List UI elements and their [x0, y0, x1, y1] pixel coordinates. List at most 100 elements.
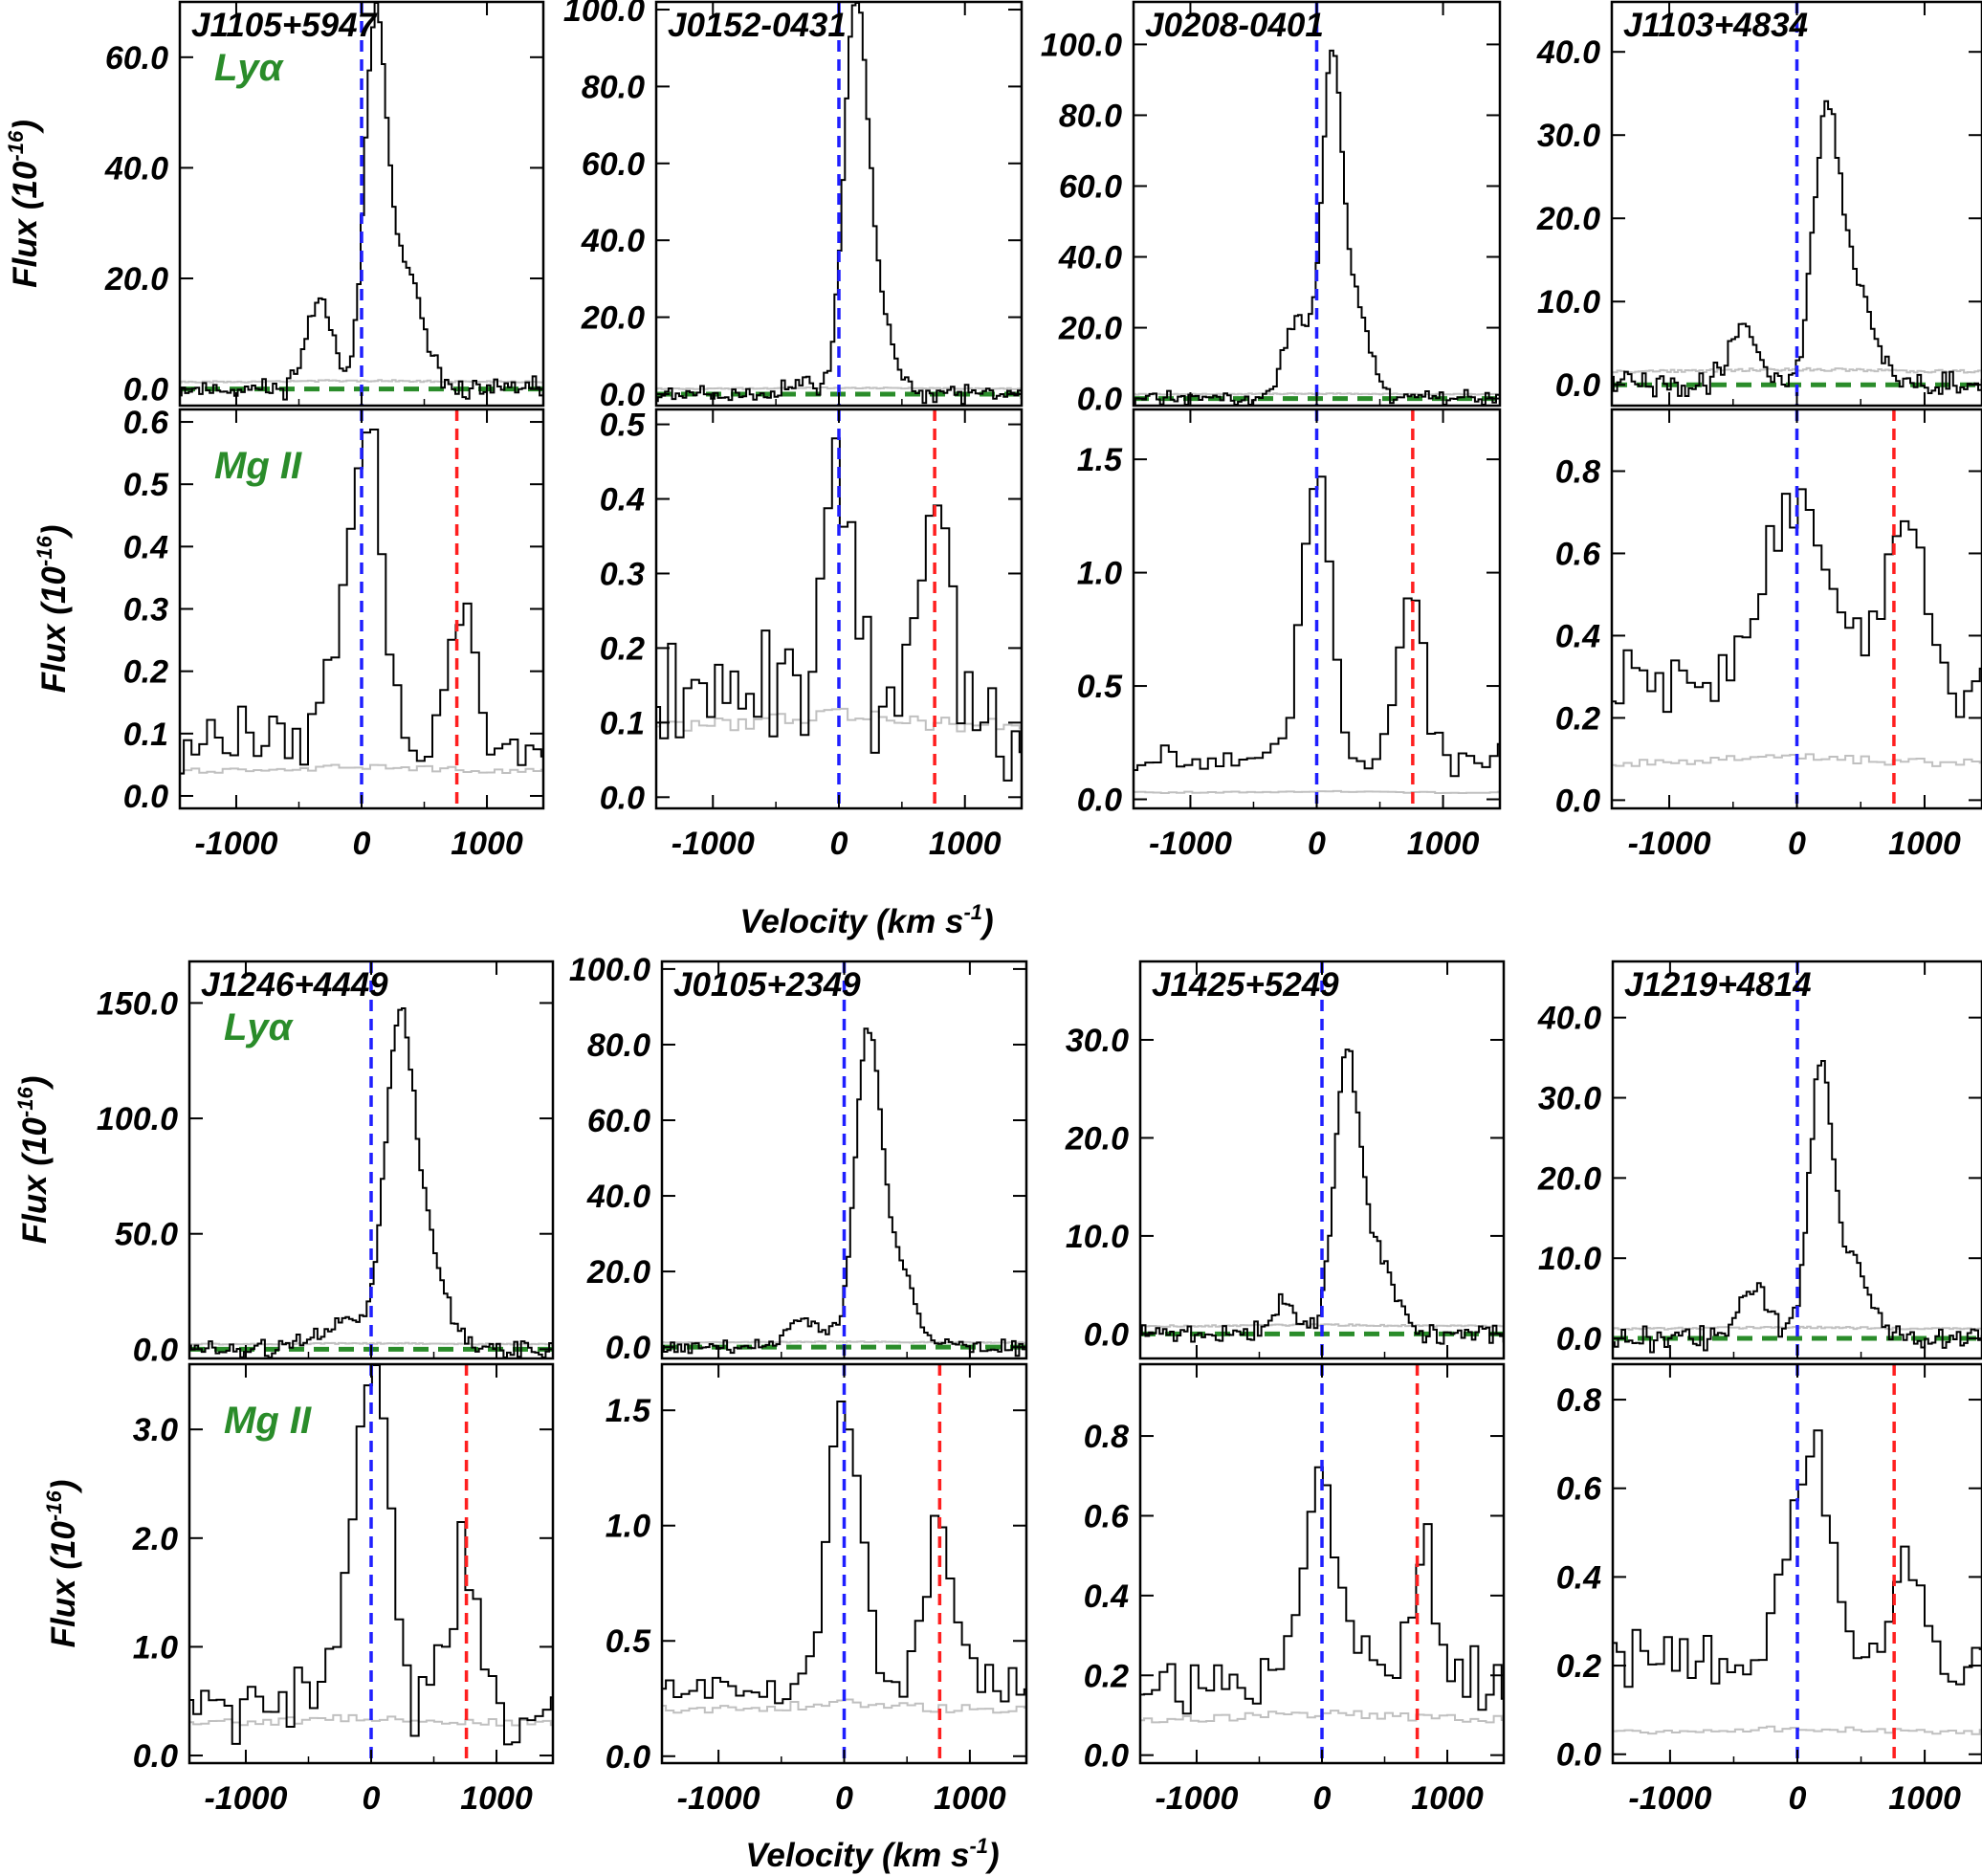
- y-tick-label: 0.0: [606, 1330, 650, 1366]
- error-spectrum: [1140, 1323, 1504, 1328]
- xlabel-end: ): [984, 1837, 1000, 1874]
- flux-spectrum: [1134, 49, 1500, 406]
- x-tick-label: -1000: [677, 1780, 760, 1817]
- y-axis-label: Flux (10-16): [4, 120, 44, 288]
- y-tick-label: 0.0: [600, 780, 645, 816]
- y-tick-label: 0.0: [123, 779, 168, 815]
- panel-j1103+4834-lya: 0.0 10.0 20.0 30.0 40.0 J1103+4834: [1536, 0, 1982, 408]
- panel-j0208-0401-mgii: -1000 0 1000 0.0 0.5 1.0 1.5: [1077, 408, 1502, 862]
- y-tick-label: 0.8: [1084, 1419, 1129, 1455]
- flux-spectrum: [1140, 1466, 1504, 1715]
- x-tick-label: 0: [1313, 1780, 1332, 1817]
- x-tick-label: 0: [1789, 1780, 1807, 1817]
- y-tick-label: 20.0: [1058, 311, 1122, 347]
- error-spectrum: [1134, 789, 1500, 794]
- y-tick-label: 0.3: [600, 556, 645, 592]
- y-tick-label: 3.0: [133, 1412, 178, 1448]
- flux-spectrum: [656, 437, 1022, 782]
- lya-label: Lyα: [224, 1006, 295, 1048]
- y-tick-label: 0.8: [1555, 453, 1600, 490]
- y-tick-label: 0.2: [1555, 700, 1600, 737]
- error-spectrum: [1613, 1325, 1982, 1331]
- ylabel-end: ): [45, 1480, 82, 1495]
- y-tick-label: 0.4: [123, 529, 168, 565]
- y-tick-label: 0.0: [1555, 783, 1600, 819]
- y-tick-label: 0.0: [606, 1739, 650, 1776]
- x-tick-label: 1000: [1888, 1780, 1961, 1817]
- y-tick-label: 0.6: [1555, 536, 1601, 572]
- y-tick-label: 1.5: [606, 1393, 651, 1429]
- y-tick-label: 0.4: [1084, 1578, 1129, 1615]
- ylabel-sup: -16: [4, 130, 28, 162]
- x-tick-label: 1000: [929, 826, 1002, 862]
- xlabel-top-row: Velocity (km s-1): [739, 900, 993, 940]
- flux-spectrum: [662, 1027, 1026, 1357]
- flux-spectrum: [1612, 488, 1982, 718]
- panel-j1425+5249-lya: 0.0 10.0 20.0 30.0 J1425+5249: [1065, 960, 1506, 1360]
- y-tick-label: 80.0: [1059, 98, 1122, 134]
- y-tick-label: 30.0: [1066, 1023, 1129, 1059]
- panel-j0105+2349-lya: 0.0 20.0 40.0 60.0 80.0 100.0 J0105+2349: [569, 952, 1028, 1366]
- y-tick-label: 0.0: [1084, 1738, 1129, 1775]
- y-tick-label: 20.0: [104, 261, 168, 298]
- y-tick-label: 80.0: [587, 1027, 650, 1064]
- y-tick-label: 50.0: [115, 1217, 178, 1253]
- x-tick-label: 0: [1788, 826, 1806, 862]
- y-tick-label: 20.0: [581, 300, 645, 337]
- y-tick-label: 0.5: [1077, 669, 1123, 705]
- ylabel-text: Flux (10: [45, 1521, 82, 1648]
- error-spectrum: [656, 707, 1022, 733]
- object-name: J1219+4814: [1624, 966, 1812, 1004]
- flux-spectrum: [189, 1007, 553, 1358]
- xlabel-sup: -1: [969, 1834, 988, 1858]
- y-tick-label: 0.0: [1556, 1737, 1601, 1774]
- y-tick-label: 0.5: [600, 408, 646, 444]
- y-tick-label: 60.0: [1059, 168, 1122, 205]
- y-tick-label: 0.2: [123, 654, 168, 691]
- y-tick-label: 20.0: [586, 1254, 650, 1291]
- x-tick-label: -1000: [1628, 1780, 1711, 1817]
- y-axis-label: Flux (10-16): [33, 525, 73, 694]
- y-tick-label: 0.0: [1077, 783, 1122, 819]
- error-spectrum: [180, 763, 543, 774]
- ylabel-sup: -16: [13, 1087, 37, 1118]
- y-tick-label: 40.0: [1058, 240, 1122, 276]
- error-spectrum: [189, 1713, 553, 1727]
- y-tick-label: 0.2: [600, 630, 645, 667]
- panel-j0105+2349-mgii: -1000 0 1000 0.0 0.5 1.0 1.5: [606, 1362, 1028, 1817]
- mgii-label: Mg II: [214, 445, 302, 487]
- x-tick-label: 1000: [934, 1780, 1006, 1817]
- y-tick-label: 0.1: [600, 705, 645, 741]
- y-tick-label: 60.0: [587, 1103, 650, 1139]
- object-name: J1103+4834: [1623, 7, 1808, 44]
- y-tick-label: 20.0: [1065, 1120, 1129, 1157]
- y-axis-label: Flux (10-16): [42, 1480, 82, 1648]
- ylabel-sup: -16: [33, 536, 56, 567]
- y-tick-label: 0.0: [1077, 382, 1122, 418]
- panel-j1219+4814-mgii: -1000 0 1000 0.0 0.2 0.4 0.6 0.8: [1556, 1362, 1982, 1817]
- y-tick-label: 60.0: [582, 146, 645, 183]
- x-tick-label: 1000: [460, 1780, 533, 1817]
- y-tick-label: 2.0: [132, 1521, 178, 1557]
- y-tick-label: 80.0: [582, 69, 645, 105]
- y-tick-label: 0.3: [123, 592, 168, 629]
- x-tick-label: 0: [835, 1780, 853, 1817]
- y-tick-label: 0.4: [600, 482, 645, 519]
- object-name: J0208-0401: [1145, 7, 1324, 44]
- y-tick-label: 1.5: [1077, 442, 1123, 478]
- error-spectrum: [1612, 753, 1982, 767]
- y-tick-label: 0.0: [1556, 1321, 1601, 1357]
- ylabel-end: ): [7, 120, 44, 135]
- y-tick-label: 100.0: [1041, 27, 1122, 63]
- y-tick-label: 100.0: [569, 952, 650, 988]
- y-tick-label: 30.0: [1538, 1081, 1601, 1117]
- panel-j1425+5249-mgii: -1000 0 1000 0.0 0.2 0.4 0.6 0.8: [1084, 1362, 1506, 1817]
- y-tick-label: 0.4: [1555, 618, 1600, 654]
- y-tick-label: 10.0: [1066, 1219, 1129, 1255]
- y-tick-label: 10.0: [1537, 284, 1600, 320]
- y-tick-label: 40.0: [1536, 34, 1600, 71]
- y-tick-label: 0.0: [133, 1332, 178, 1368]
- x-tick-label: -1000: [1149, 826, 1232, 862]
